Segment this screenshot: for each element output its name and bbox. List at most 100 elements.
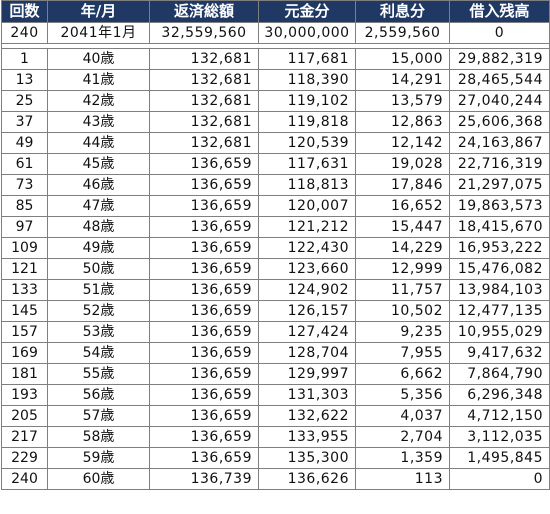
table-row: 181 55歳 136,659 129,997 6,662 7,864,790 bbox=[1, 363, 550, 385]
table-row: 13 41歳 132,681 118,390 14,291 28,465,544 bbox=[1, 69, 550, 91]
cell-interest: 2,704 bbox=[355, 426, 450, 448]
cell-principal: 126,157 bbox=[258, 300, 356, 322]
cell-principal: 136,626 bbox=[258, 468, 356, 490]
cell-interest: 14,229 bbox=[355, 237, 450, 259]
cell-age: 42歳 bbox=[47, 90, 150, 112]
table-body: 240 2041年1月 32,559,560 30,000,000 2,559,… bbox=[1, 22, 550, 490]
cell-count: 73 bbox=[1, 174, 48, 196]
table-row: 240 60歳 136,739 136,626 113 0 bbox=[1, 468, 550, 490]
cell-total: 136,659 bbox=[149, 447, 259, 469]
cell-count: 97 bbox=[1, 216, 48, 238]
table-row: 121 50歳 136,659 123,660 12,999 15,476,082 bbox=[1, 258, 550, 280]
cell-count: 109 bbox=[1, 237, 48, 259]
cell-interest: 9,235 bbox=[355, 321, 450, 343]
cell-total: 132,681 bbox=[149, 90, 259, 112]
cell-count: 37 bbox=[1, 111, 48, 133]
cell-principal: 128,704 bbox=[258, 342, 356, 364]
cell-principal: 124,902 bbox=[258, 279, 356, 301]
cell-principal: 118,390 bbox=[258, 69, 356, 91]
cell-balance: 29,882,319 bbox=[449, 48, 550, 70]
table-row: 217 58歳 136,659 133,955 2,704 3,112,035 bbox=[1, 426, 550, 448]
cell-principal: 119,818 bbox=[258, 111, 356, 133]
table-row: 193 56歳 136,659 131,303 5,356 6,296,348 bbox=[1, 384, 550, 406]
table-row: 109 49歳 136,659 122,430 14,229 16,953,222 bbox=[1, 237, 550, 259]
table-row: 157 53歳 136,659 127,424 9,235 10,955,029 bbox=[1, 321, 550, 343]
cell-total: 132,681 bbox=[149, 111, 259, 133]
summary-total: 32,559,560 bbox=[149, 22, 259, 44]
cell-total: 136,659 bbox=[149, 426, 259, 448]
header-total: 返済総額 bbox=[149, 0, 259, 23]
cell-principal: 131,303 bbox=[258, 384, 356, 406]
cell-balance: 9,417,632 bbox=[449, 342, 550, 364]
cell-total: 136,739 bbox=[149, 468, 259, 490]
cell-age: 41歳 bbox=[47, 69, 150, 91]
cell-interest: 15,000 bbox=[355, 48, 450, 70]
cell-balance: 3,112,035 bbox=[449, 426, 550, 448]
cell-interest: 19,028 bbox=[355, 153, 450, 175]
cell-balance: 4,712,150 bbox=[449, 405, 550, 427]
table-row: 133 51歳 136,659 124,902 11,757 13,984,103 bbox=[1, 279, 550, 301]
header-year-month: 年/月 bbox=[47, 0, 150, 23]
cell-interest: 1,359 bbox=[355, 447, 450, 469]
cell-age: 45歳 bbox=[47, 153, 150, 175]
cell-count: 169 bbox=[1, 342, 48, 364]
cell-balance: 10,955,029 bbox=[449, 321, 550, 343]
cell-count: 193 bbox=[1, 384, 48, 406]
cell-age: 53歳 bbox=[47, 321, 150, 343]
cell-count: 240 bbox=[1, 468, 48, 490]
cell-age: 43歳 bbox=[47, 111, 150, 133]
cell-age: 51歳 bbox=[47, 279, 150, 301]
cell-balance: 22,716,319 bbox=[449, 153, 550, 175]
table-row: 73 46歳 136,659 118,813 17,846 21,297,075 bbox=[1, 174, 550, 196]
table-row: 61 45歳 136,659 117,631 19,028 22,716,319 bbox=[1, 153, 550, 175]
cell-age: 44歳 bbox=[47, 132, 150, 154]
cell-interest: 4,037 bbox=[355, 405, 450, 427]
cell-count: 121 bbox=[1, 258, 48, 280]
repayment-table: 回数 年/月 返済総額 元金分 利息分 借入残高 240 2041年1月 32,… bbox=[1, 0, 550, 490]
cell-balance: 27,040,244 bbox=[449, 90, 550, 112]
table-row: 229 59歳 136,659 135,300 1,359 1,495,845 bbox=[1, 447, 550, 469]
cell-age: 60歳 bbox=[47, 468, 150, 490]
cell-principal: 117,631 bbox=[258, 153, 356, 175]
cell-balance: 28,465,544 bbox=[449, 69, 550, 91]
cell-principal: 117,681 bbox=[258, 48, 356, 70]
cell-total: 136,659 bbox=[149, 216, 259, 238]
cell-count: 217 bbox=[1, 426, 48, 448]
cell-principal: 127,424 bbox=[258, 321, 356, 343]
cell-principal: 119,102 bbox=[258, 90, 356, 112]
cell-total: 136,659 bbox=[149, 363, 259, 385]
table-row: 25 42歳 132,681 119,102 13,579 27,040,244 bbox=[1, 90, 550, 112]
header-row: 回数 年/月 返済総額 元金分 利息分 借入残高 bbox=[1, 0, 550, 23]
cell-balance: 15,476,082 bbox=[449, 258, 550, 280]
cell-interest: 16,652 bbox=[355, 195, 450, 217]
cell-balance: 1,495,845 bbox=[449, 447, 550, 469]
cell-interest: 113 bbox=[355, 468, 450, 490]
cell-age: 46歳 bbox=[47, 174, 150, 196]
cell-interest: 12,142 bbox=[355, 132, 450, 154]
cell-balance: 13,984,103 bbox=[449, 279, 550, 301]
cell-total: 136,659 bbox=[149, 153, 259, 175]
table-row: 85 47歳 136,659 120,007 16,652 19,863,573 bbox=[1, 195, 550, 217]
table-row: 205 57歳 136,659 132,622 4,037 4,712,150 bbox=[1, 405, 550, 427]
cell-interest: 12,999 bbox=[355, 258, 450, 280]
cell-count: 133 bbox=[1, 279, 48, 301]
cell-count: 205 bbox=[1, 405, 48, 427]
cell-count: 157 bbox=[1, 321, 48, 343]
cell-age: 47歳 bbox=[47, 195, 150, 217]
cell-principal: 123,660 bbox=[258, 258, 356, 280]
cell-principal: 129,997 bbox=[258, 363, 356, 385]
table-row: 37 43歳 132,681 119,818 12,863 25,606,368 bbox=[1, 111, 550, 133]
cell-interest: 13,579 bbox=[355, 90, 450, 112]
cell-total: 136,659 bbox=[149, 300, 259, 322]
cell-age: 50歳 bbox=[47, 258, 150, 280]
cell-total: 136,659 bbox=[149, 237, 259, 259]
table-row: 49 44歳 132,681 120,539 12,142 24,163,867 bbox=[1, 132, 550, 154]
table-row: 1 40歳 132,681 117,681 15,000 29,882,319 bbox=[1, 48, 550, 70]
cell-total: 136,659 bbox=[149, 174, 259, 196]
cell-principal: 120,539 bbox=[258, 132, 356, 154]
cell-count: 25 bbox=[1, 90, 48, 112]
cell-total: 136,659 bbox=[149, 405, 259, 427]
cell-count: 145 bbox=[1, 300, 48, 322]
cell-balance: 25,606,368 bbox=[449, 111, 550, 133]
